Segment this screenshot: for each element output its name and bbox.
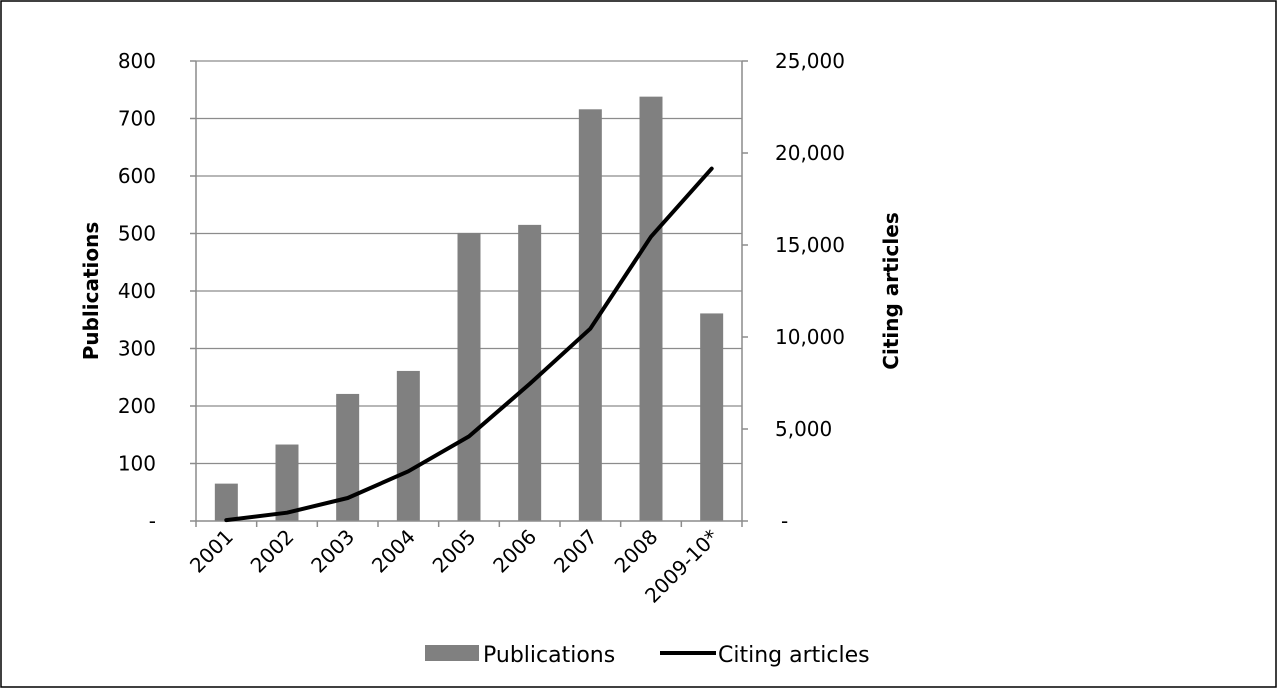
bar	[700, 313, 724, 521]
y-tick-label-right: 10,000	[775, 325, 845, 349]
legend-label-citing-articles: Citing articles	[718, 643, 870, 668]
legend-label-publications: Publications	[483, 643, 615, 668]
y-tick-label-right: 25,000	[775, 49, 845, 73]
y-tick-label-right: 15,000	[775, 233, 845, 257]
y-tick-label-left: 500	[118, 222, 156, 246]
bar	[396, 370, 420, 521]
y-tick-label-left: 100	[118, 452, 156, 476]
bar	[639, 96, 663, 522]
bar	[578, 109, 602, 522]
bar	[336, 393, 360, 521]
y-tick-label-left: 600	[118, 164, 156, 188]
bar	[275, 444, 299, 521]
y-tick-label-left: 800	[118, 49, 156, 73]
bar	[518, 224, 542, 521]
axes	[190, 60, 748, 527]
y-tick-label-right: -	[781, 509, 788, 533]
y-tick-label-left: 300	[118, 337, 156, 361]
y-tick-label-right: 20,000	[775, 141, 845, 165]
bar	[214, 483, 238, 521]
y-axis-title-right: Citing articles	[879, 212, 903, 369]
line-citing-articles	[224, 166, 714, 523]
bar	[457, 232, 481, 522]
y-axis-title-left: Publications	[79, 222, 103, 361]
line-series-citing-articles	[224, 166, 714, 523]
bar-series-publications	[214, 96, 724, 522]
y-tick-label-left: 400	[118, 279, 156, 303]
y-tick-label-right: 5,000	[775, 417, 832, 441]
y-tick-label-left: 700	[118, 107, 156, 131]
y-tick-label-left: -	[149, 509, 156, 533]
legend-swatch-publications	[425, 645, 479, 661]
y-tick-label-left: 200	[118, 394, 156, 418]
legend: Publications Citing articles	[425, 643, 870, 668]
